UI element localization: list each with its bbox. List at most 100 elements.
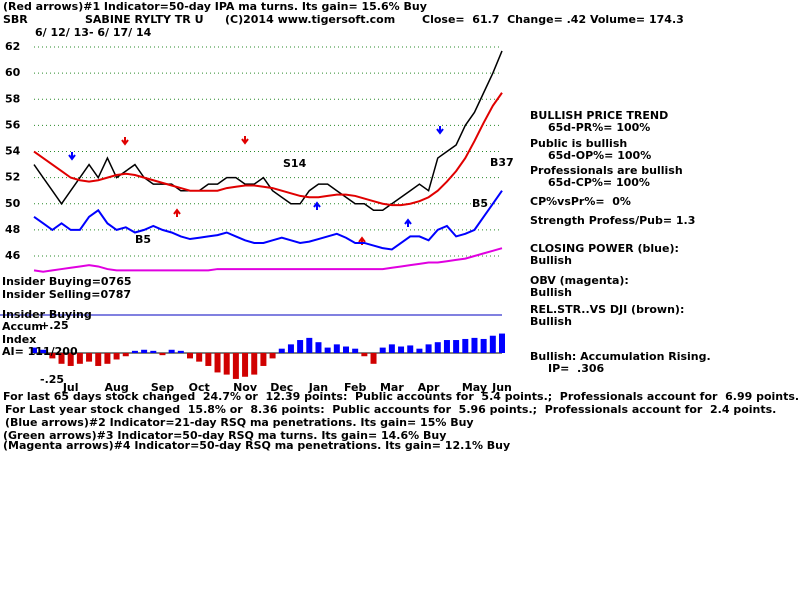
- accum-bar: [306, 337, 313, 353]
- accum-bar: [480, 338, 487, 353]
- accum-bar: [159, 353, 166, 356]
- accum-bar: [324, 347, 331, 353]
- side-note: Bullish: Accumulation Rising.: [530, 350, 711, 363]
- accum-bar: [499, 333, 505, 353]
- accum-bar: [242, 353, 249, 377]
- accum-bar: [251, 353, 258, 375]
- footer-line: (Blue arrows)#2 Indicator=21-day RSQ ma …: [5, 416, 474, 429]
- x-tick-label: Nov: [233, 381, 258, 394]
- accum-bar: [196, 353, 203, 362]
- accum-bar: [269, 353, 276, 359]
- accum-bar: [95, 353, 102, 366]
- accum-bar: [86, 353, 93, 362]
- accum-bar: [425, 344, 432, 353]
- left-label: Insider Buying=0765: [2, 275, 132, 288]
- signal-label: B5: [135, 233, 151, 246]
- y-tick-label: 62: [5, 40, 20, 53]
- accum-bar: [379, 347, 386, 353]
- x-tick-label: Jun: [491, 381, 512, 394]
- left-label: Insider Selling=0787: [2, 288, 131, 301]
- y-tick-label: 56: [5, 118, 21, 131]
- side-note: REL.STR..VS DJI (brown):: [530, 303, 684, 316]
- x-tick-label: Mar: [380, 381, 404, 394]
- side-note: 65d-OP%= 100%: [548, 149, 651, 162]
- accum-bar: [333, 344, 340, 353]
- side-note: CP%vsPr%= 0%: [530, 195, 631, 208]
- accum-bar: [443, 340, 450, 353]
- accum-bar: [453, 340, 460, 353]
- accum-bar: [187, 353, 193, 359]
- accum-bar: [104, 353, 111, 364]
- accum-bar: [361, 353, 368, 357]
- series-line: [33, 92, 503, 207]
- series-line: [33, 247, 503, 273]
- accum-bar: [407, 345, 414, 353]
- accum-bar: [76, 353, 83, 364]
- side-note: Bullish: [530, 254, 572, 267]
- x-tick-label: Feb: [344, 381, 367, 394]
- accum-bar: [278, 348, 285, 353]
- header-line: (Red arrows)#1 Indicator=50-day IPA ma t…: [3, 0, 427, 13]
- left-label: Accum: [2, 320, 43, 333]
- company-name: SABINE RYLTY TR U: [85, 13, 204, 26]
- y-tick-label: +.25: [40, 319, 69, 332]
- quote: Close= 61.7 Change= .42 Volume= 174.3: [422, 13, 684, 26]
- x-tick-label: Aug: [104, 381, 128, 394]
- side-note: Bullish: [530, 286, 572, 299]
- accum-bar: [141, 349, 148, 353]
- accum-bar: [122, 353, 129, 357]
- series-line: [33, 50, 503, 212]
- signal-label: B37: [490, 156, 514, 169]
- side-note: Bullish: [530, 315, 572, 328]
- x-tick-label: Sep: [151, 381, 174, 394]
- side-note: Professionals are bullish: [530, 164, 683, 177]
- footer-line: For Last year stock changed 15.8% or 8.3…: [5, 403, 776, 416]
- x-tick-label: Apr: [418, 381, 440, 394]
- accum-bar: [471, 337, 478, 353]
- accum-bar: [177, 350, 184, 353]
- accum-bar: [67, 353, 74, 366]
- accum-bar: [205, 353, 212, 366]
- x-tick-label: Jul: [62, 381, 79, 394]
- y-tick-label: 60: [5, 66, 21, 79]
- y-tick-label: 46: [5, 249, 21, 262]
- left-label: Index: [2, 333, 36, 346]
- footer-line: (Green arrows)#3 Indicator=50-day RSQ ma…: [3, 429, 446, 442]
- accum-bar: [434, 342, 441, 353]
- date-range: 6/ 12/ 13- 6/ 17/ 14: [35, 26, 152, 39]
- accum-bar: [343, 346, 349, 353]
- accum-bar: [40, 349, 47, 353]
- accum-bar: [31, 347, 37, 353]
- accum-bar: [113, 353, 120, 360]
- side-note: BULLISH PRICE TREND: [530, 109, 668, 122]
- x-tick-label: Oct: [189, 381, 210, 394]
- accum-bar: [223, 353, 230, 375]
- left-label: Insider Buying: [2, 308, 92, 321]
- x-tick-label: May: [462, 381, 487, 394]
- accum-bar: [315, 342, 322, 353]
- accum-bar: [131, 350, 138, 353]
- y-tick-label: 48: [5, 223, 20, 236]
- x-tick-label: Jan: [308, 381, 328, 394]
- accum-bar: [416, 348, 423, 353]
- symbol: SBR: [3, 13, 28, 26]
- y-tick-label: 50: [5, 197, 21, 210]
- side-note: Public is bullish: [530, 137, 627, 150]
- accum-bar: [352, 348, 359, 353]
- side-note: IP= .306: [548, 362, 605, 375]
- accum-bar: [388, 344, 395, 353]
- footer-line: For last 65 days stock changed 24.7% or …: [3, 390, 799, 403]
- y-tick-label: -.25: [40, 373, 64, 386]
- side-note: CLOSING POWER (blue):: [530, 242, 679, 255]
- accum-bar: [398, 346, 405, 353]
- side-note: Strength Profess/Pub= 1.3: [530, 214, 695, 227]
- y-tick-label: 58: [5, 92, 20, 105]
- accum-bar: [489, 335, 496, 353]
- accum-bar: [214, 353, 221, 373]
- series-line: [33, 190, 503, 251]
- accum-bar: [168, 349, 175, 353]
- signal-arrows: [68, 126, 444, 245]
- side-note: OBV (magenta):: [530, 274, 629, 287]
- accum-bar: [49, 353, 56, 359]
